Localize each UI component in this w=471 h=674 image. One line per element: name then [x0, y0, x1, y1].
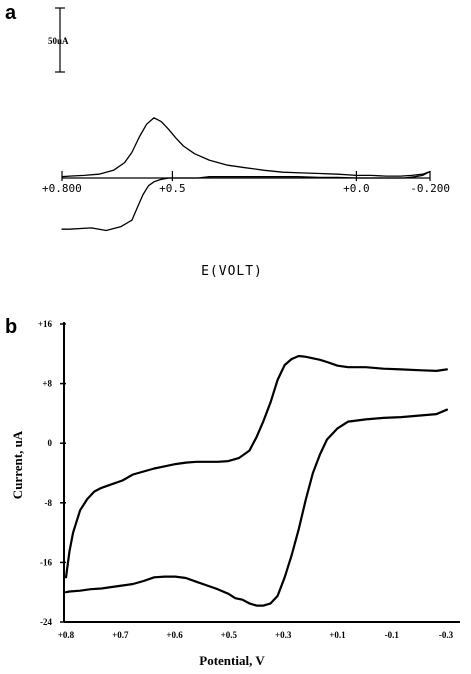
x-tick-label-b-0: +0.8: [58, 630, 75, 640]
x-tick-label-a-2: +0.0: [343, 182, 370, 195]
y-tick-label-b-2: 0: [48, 438, 53, 448]
panel-a-label: a: [5, 2, 17, 24]
scale-bar: 50uA: [48, 7, 69, 73]
y-axis-label-b: Current, uA: [10, 430, 25, 499]
x-tick-label-b-3: +0.5: [221, 630, 238, 640]
x-tick-label-b-4: +0.3: [275, 630, 292, 640]
y-tick-label-b-5: -24: [40, 617, 52, 627]
x-tick-label-b-7: -0.3: [439, 630, 454, 640]
panel-b-chart: b +16 +8 0 -8 -16 -24 +0.8 +0.7 +0.6 +0.5 +0.3 +0.1…: [5, 316, 460, 668]
x-tick-label-a-1: +0.5: [159, 182, 186, 195]
series-b-1: [64, 408, 448, 607]
x-axis-label-b: Potential, V: [199, 653, 265, 668]
x-axis-label-a: E(VOLT): [201, 264, 263, 279]
panel-a-chart: a 50uA +0.800 +0.5 +0.0 -0.200 E(VOLT): [5, 2, 450, 279]
x-tick-label-b-1: +0.7: [112, 630, 129, 640]
y-tick-label-b-1: +8: [42, 379, 52, 389]
x-tick-label-b-6: -0.1: [385, 630, 400, 640]
x-tick-label-a-0: +0.800: [42, 182, 82, 195]
y-tick-label-b-0: +16: [38, 319, 53, 329]
series-b-0: [64, 354, 448, 579]
x-tick-label-a-3: -0.200: [410, 182, 450, 195]
y-tick-label-b-4: -16: [40, 557, 52, 567]
x-tick-label-b-2: +0.6: [166, 630, 183, 640]
series-a-1: [61, 117, 431, 178]
panel-b-label: b: [5, 316, 17, 338]
series-a-0: [61, 170, 431, 232]
y-tick-label-b-3: -8: [45, 498, 53, 508]
x-tick-label-b-5: +0.1: [329, 630, 346, 640]
scale-bar-label: 50uA: [48, 36, 69, 46]
